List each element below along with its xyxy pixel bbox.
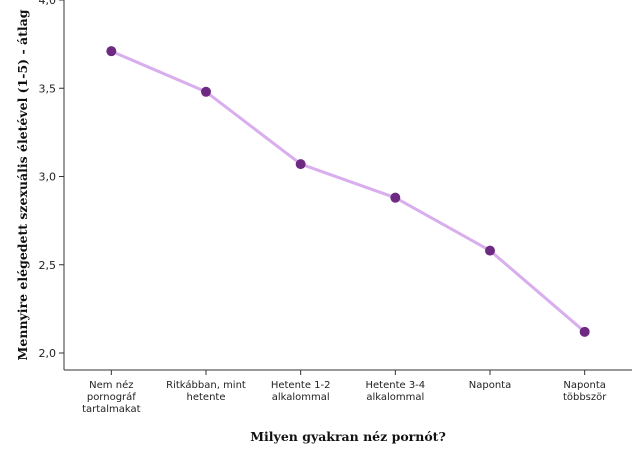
x-tick-label: Naponta: [469, 380, 511, 391]
x-tick-label: Naponta többször: [563, 380, 607, 403]
y-tick-label: 3,5: [39, 82, 57, 95]
y-tick-label: 3,0: [39, 171, 57, 184]
x-tick-label: Hetente 3-4 alkalommal: [365, 380, 425, 403]
y-tick-label: 2,0: [39, 347, 57, 360]
data-point: [201, 86, 211, 97]
x-tick-label: Ritkábban, mint hetente: [166, 379, 246, 403]
data-point: [390, 192, 401, 203]
data-point: [106, 46, 117, 57]
x-axis-title: Milyen gyakran néz pornót?: [250, 429, 446, 444]
series-line: [110, 49, 586, 333]
y-axis: 2,0 2,5 3,0 3,5 4,0: [39, 0, 65, 370]
x-tick-label: Hetente 1-2 alkalommal: [271, 380, 331, 403]
y-axis-title: Mennyire elégedett szexuális életével (1…: [15, 9, 30, 360]
y-tick-label: 2,5: [39, 259, 57, 272]
y-tick-label: 4,0: [39, 0, 57, 7]
series-group: [106, 46, 590, 337]
x-axis: Nem néz pornográf tartalmakat Ritkábban, mi…: [64, 369, 632, 415]
x-tick-label: Nem néz pornográf tartalmakat: [82, 379, 141, 415]
data-point: [295, 159, 306, 170]
data-point: [579, 326, 590, 337]
data-point: [485, 245, 495, 256]
